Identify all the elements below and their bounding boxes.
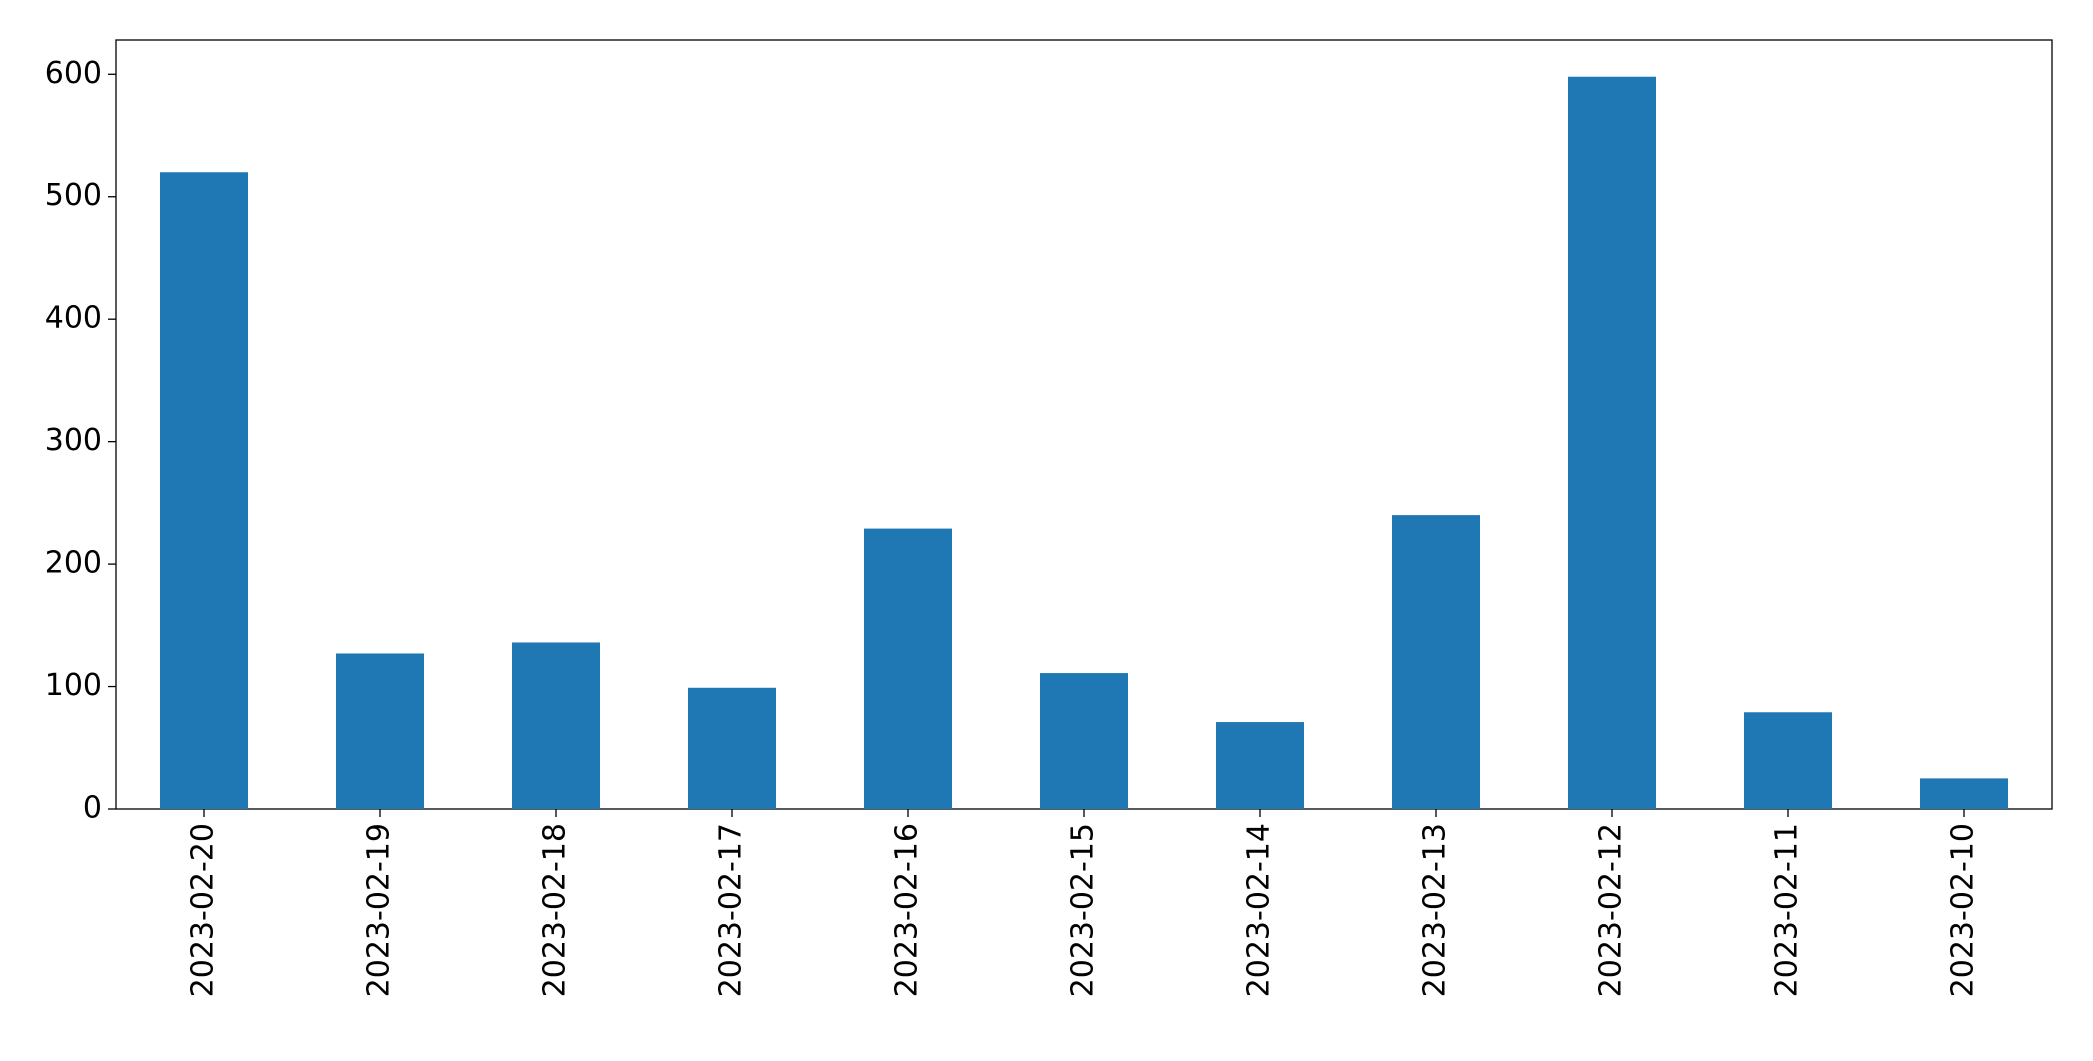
- bar: [160, 172, 248, 809]
- y-tick-label: 600: [45, 56, 102, 91]
- bar: [512, 642, 600, 809]
- y-tick-label: 500: [45, 178, 102, 213]
- x-tick-label: 2023-02-13: [1418, 823, 1453, 997]
- x-tick-label: 2023-02-19: [362, 823, 397, 997]
- x-tick-label: 2023-02-11: [1770, 823, 1805, 997]
- bar: [1216, 722, 1304, 809]
- x-tick-label: 2023-02-14: [1242, 823, 1277, 997]
- x-tick-label: 2023-02-17: [714, 823, 749, 997]
- x-tick-label: 2023-02-18: [538, 823, 573, 997]
- bar: [1744, 712, 1832, 809]
- bar: [1568, 76, 1656, 810]
- y-tick-label: 300: [45, 423, 102, 458]
- bar: [864, 528, 952, 809]
- bar: [1040, 673, 1128, 809]
- y-tick-label: 400: [45, 301, 102, 336]
- y-tick-label: 200: [45, 546, 102, 581]
- bar: [688, 687, 776, 809]
- y-tick-label: 0: [83, 791, 102, 826]
- x-tick-label: 2023-02-16: [890, 823, 925, 997]
- x-tick-label: 2023-02-20: [186, 823, 221, 997]
- bar: [1392, 515, 1480, 809]
- bar: [336, 653, 424, 809]
- x-tick-label: 2023-02-10: [1946, 823, 1981, 997]
- bar: [1920, 778, 2008, 809]
- y-tick-label: 100: [45, 668, 102, 703]
- x-tick-label: 2023-02-15: [1066, 823, 1101, 997]
- x-tick-label: 2023-02-12: [1594, 823, 1629, 997]
